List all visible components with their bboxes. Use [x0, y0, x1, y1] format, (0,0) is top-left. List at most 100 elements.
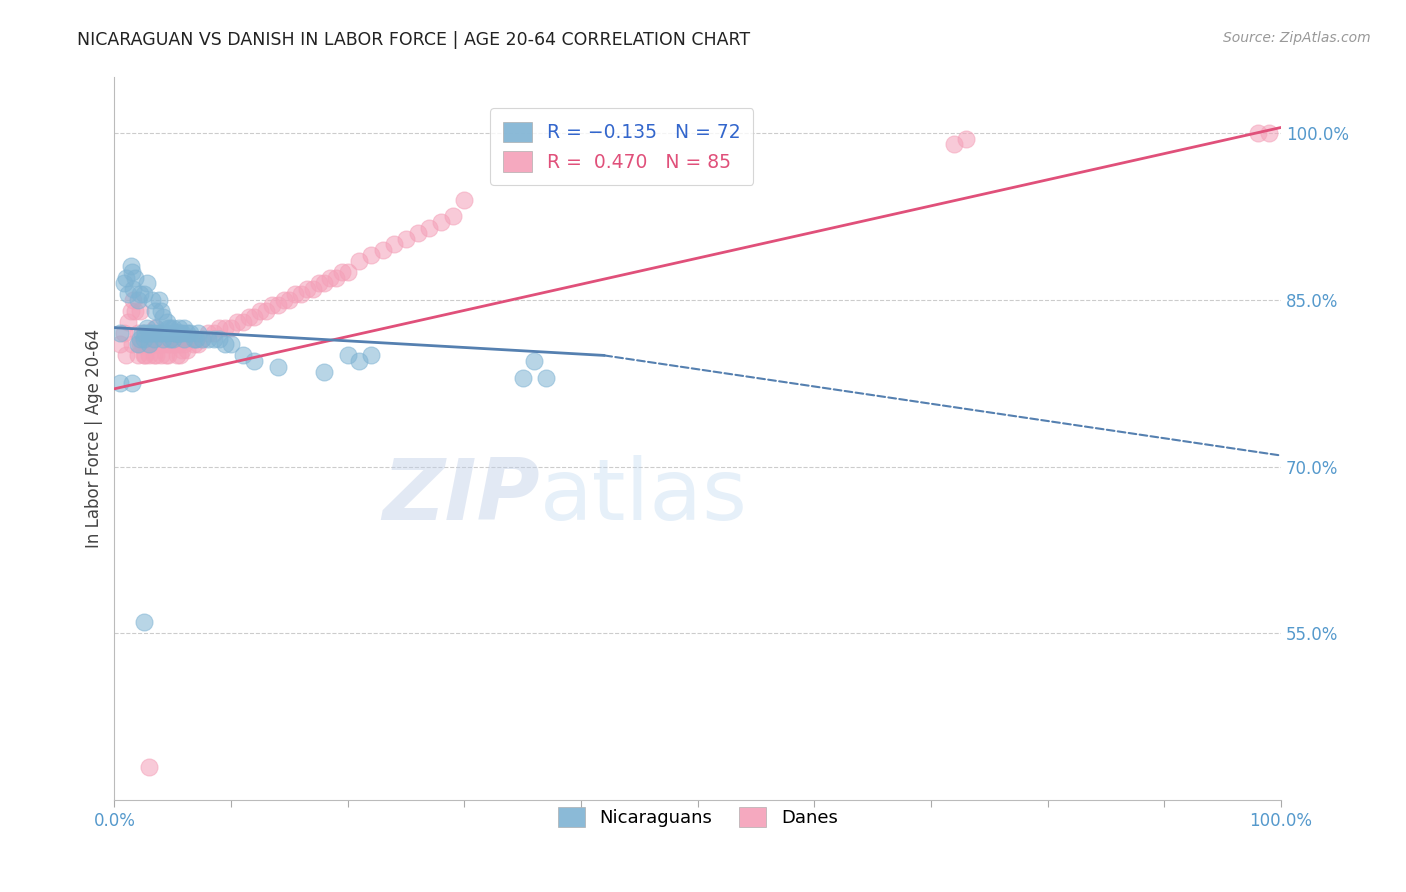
- Point: [219, 337, 242, 351]
- Point: [430, 215, 453, 229]
- Point: [132, 326, 155, 341]
- Point: [214, 337, 236, 351]
- Point: [120, 304, 142, 318]
- Point: [157, 320, 180, 334]
- Point: [138, 337, 160, 351]
- Point: [155, 348, 177, 362]
- Point: [121, 337, 143, 351]
- Point: [157, 348, 180, 362]
- Point: [136, 320, 159, 334]
- Point: [159, 320, 181, 334]
- Point: [120, 260, 142, 274]
- Point: [184, 332, 207, 346]
- Point: [214, 320, 236, 334]
- Point: [110, 337, 132, 351]
- Point: [219, 320, 242, 334]
- Point: [1246, 126, 1268, 140]
- Point: [278, 293, 301, 307]
- Point: [184, 332, 207, 346]
- Point: [145, 320, 167, 334]
- Point: [141, 326, 163, 341]
- Point: [132, 348, 155, 362]
- Point: [349, 254, 371, 268]
- Point: [349, 354, 371, 368]
- Point: [143, 332, 166, 346]
- Point: [232, 348, 254, 362]
- Point: [249, 304, 271, 318]
- Point: [243, 354, 266, 368]
- Point: [165, 326, 187, 341]
- Point: [117, 287, 139, 301]
- Point: [179, 332, 201, 346]
- Point: [183, 332, 205, 346]
- Point: [169, 348, 191, 362]
- Point: [232, 315, 254, 329]
- Point: [124, 270, 146, 285]
- Point: [273, 293, 295, 307]
- Point: [131, 326, 153, 341]
- Point: [179, 326, 201, 341]
- Point: [129, 287, 152, 301]
- Point: [330, 265, 353, 279]
- Point: [382, 237, 405, 252]
- Point: [187, 337, 209, 351]
- Point: [295, 282, 318, 296]
- Point: [191, 332, 214, 346]
- Point: [155, 326, 177, 341]
- Point: [167, 326, 190, 341]
- Point: [173, 320, 195, 334]
- Point: [162, 332, 184, 346]
- Point: [156, 315, 179, 329]
- Point: [418, 220, 440, 235]
- Point: [127, 326, 149, 341]
- Point: [208, 320, 231, 334]
- Point: [152, 310, 174, 324]
- Point: [284, 287, 307, 301]
- Point: [314, 365, 336, 379]
- Point: [145, 348, 167, 362]
- Point: [143, 320, 166, 334]
- Y-axis label: In Labor Force | Age 20-64: In Labor Force | Age 20-64: [86, 329, 103, 549]
- Point: [143, 348, 166, 362]
- Point: [371, 243, 394, 257]
- Point: [1258, 126, 1281, 140]
- Point: [112, 276, 135, 290]
- Point: [138, 326, 160, 341]
- Point: [165, 337, 187, 351]
- Point: [512, 370, 534, 384]
- Point: [260, 298, 283, 312]
- Point: [170, 343, 193, 357]
- Point: [124, 304, 146, 318]
- Point: [187, 326, 209, 341]
- Point: [202, 332, 225, 346]
- Point: [243, 310, 266, 324]
- Point: [127, 337, 149, 351]
- Point: [165, 326, 187, 341]
- Point: [143, 326, 166, 341]
- Point: [336, 348, 359, 362]
- Legend: Nicaraguans, Danes: Nicaraguans, Danes: [551, 800, 845, 835]
- Point: [132, 287, 155, 301]
- Point: [143, 337, 166, 351]
- Point: [143, 304, 166, 318]
- Point: [132, 332, 155, 346]
- Point: [156, 326, 179, 341]
- Point: [314, 276, 336, 290]
- Point: [308, 276, 330, 290]
- Point: [112, 326, 135, 341]
- Point: [148, 337, 170, 351]
- Point: [132, 615, 155, 630]
- Point: [183, 337, 205, 351]
- Point: [301, 282, 323, 296]
- Point: [152, 332, 174, 346]
- Point: [134, 326, 156, 341]
- Point: [173, 337, 195, 351]
- Point: [267, 298, 290, 312]
- Point: [159, 337, 181, 351]
- Point: [159, 332, 181, 346]
- Point: [208, 332, 231, 346]
- Point: [129, 337, 152, 351]
- Point: [110, 326, 132, 341]
- Point: [150, 326, 173, 341]
- Point: [523, 354, 546, 368]
